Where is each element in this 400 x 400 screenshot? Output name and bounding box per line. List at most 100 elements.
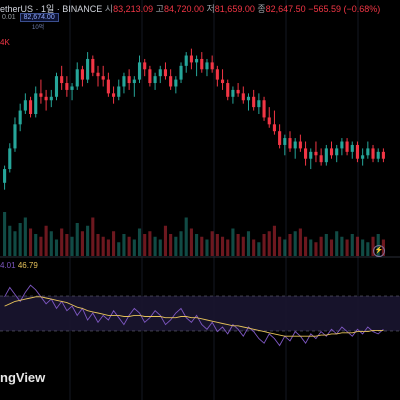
volume-bar	[272, 225, 276, 256]
ohlc-legend: etherUS · 1일 · BINANCE 시83,213.09 고84,72…	[0, 2, 380, 15]
volume-bar	[241, 236, 245, 256]
candle-body	[39, 93, 43, 97]
candle-body	[215, 69, 219, 80]
candle-body	[122, 76, 126, 87]
candle-body	[91, 58, 95, 73]
volume-bar	[366, 242, 370, 256]
volume-bar	[70, 236, 74, 256]
volume-bar	[137, 228, 142, 256]
volume-bar	[49, 231, 53, 256]
candle-body	[366, 148, 370, 156]
volume-bar	[18, 223, 22, 256]
close-label: 종	[257, 4, 266, 14]
volume-bar	[163, 225, 168, 256]
candle-body	[132, 79, 136, 84]
volume-bar	[80, 231, 84, 256]
volume-bar	[329, 239, 334, 256]
candle-body	[127, 76, 131, 84]
volume-bar	[215, 234, 219, 256]
volume-bar	[361, 239, 365, 256]
candle-body	[117, 86, 121, 97]
candle-body	[44, 96, 48, 101]
candle-body	[137, 62, 142, 80]
volume-bar	[122, 234, 126, 256]
volume-bar	[278, 236, 282, 256]
volume-bar	[355, 236, 360, 256]
candle-body	[169, 76, 173, 87]
volume-bar	[371, 236, 375, 256]
candle-body	[324, 148, 328, 163]
candle-body	[34, 93, 38, 114]
candle-body	[355, 144, 360, 159]
candle-body	[96, 72, 100, 77]
volume-bar	[96, 234, 100, 256]
volume-bar	[60, 228, 64, 256]
volume-bar	[293, 231, 297, 256]
volume-bar	[304, 236, 308, 256]
candle-body	[158, 69, 162, 77]
candle-body	[376, 151, 380, 159]
volume-bar	[324, 234, 328, 256]
candle-body	[153, 76, 157, 84]
candle-body	[174, 79, 178, 87]
volume-bar	[158, 239, 162, 256]
volume-bar	[205, 239, 209, 256]
volume-bar	[210, 231, 214, 256]
volume-bar	[335, 231, 339, 256]
candle-body	[54, 76, 59, 97]
volume-bar	[226, 239, 230, 256]
candle-body	[3, 169, 7, 183]
volume-bar	[246, 231, 251, 256]
candle-body	[75, 69, 79, 87]
candle-body	[262, 100, 266, 118]
volume-bar	[184, 217, 188, 256]
volume-bar	[298, 228, 302, 256]
candle-body	[252, 96, 256, 108]
rsi-ma-line	[4, 296, 384, 337]
candle-body	[189, 55, 193, 63]
candle-body	[241, 93, 245, 101]
candle-body	[236, 89, 240, 94]
candle-body	[220, 79, 225, 84]
rsi-value: 4.01	[0, 261, 16, 270]
volume-bar	[220, 236, 225, 256]
volume-bar	[23, 217, 27, 256]
volume-bar	[179, 231, 183, 256]
open-value: 83,213.09	[113, 4, 154, 14]
symbol-label[interactable]: etherUS · 1일 · BINANCE	[0, 4, 103, 14]
volume-bar	[106, 239, 110, 256]
volume-bar	[340, 236, 344, 256]
candle-body	[381, 151, 385, 159]
volume-bar	[169, 234, 173, 256]
lightning-icon[interactable]: ⚡	[373, 245, 385, 257]
candle-body	[205, 62, 209, 70]
volume-bar	[65, 234, 69, 256]
volume-bar	[257, 242, 261, 256]
candle-body	[298, 141, 302, 149]
volume-bar	[91, 217, 95, 256]
candle-body	[361, 155, 365, 159]
candle-body	[350, 144, 354, 152]
candle-body	[143, 62, 147, 70]
candle-body	[86, 58, 90, 80]
volume-bar	[345, 239, 349, 256]
volume-bar	[3, 212, 7, 256]
volume-bar	[44, 225, 48, 256]
grid-lines	[69, 0, 359, 400]
volume-bar	[267, 231, 271, 256]
candle-body	[272, 124, 276, 132]
candle-body	[195, 58, 199, 63]
volume-bar	[200, 236, 204, 256]
price-value[interactable]: 82,674.00	[19, 13, 59, 22]
candle-body	[257, 100, 261, 108]
order-price-box[interactable]: 0.01 82,674.00 10억	[2, 13, 59, 31]
volume-bar	[75, 223, 79, 256]
rsi-legend: 4.01 46.79	[0, 261, 38, 270]
candle-body	[200, 58, 204, 70]
volume-bar	[189, 228, 193, 256]
volume-bar	[132, 239, 136, 256]
low-label: 저	[206, 4, 215, 14]
candle-body	[283, 138, 287, 145]
candle-body	[329, 148, 334, 156]
